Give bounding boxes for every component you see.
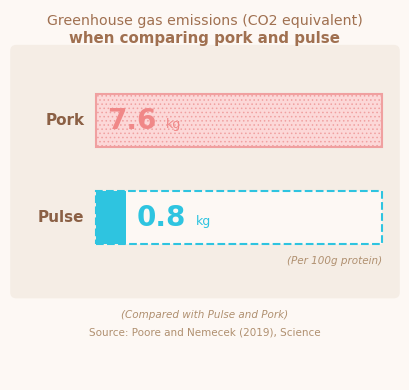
Text: kg: kg: [195, 215, 210, 228]
Bar: [95, 191, 381, 244]
Text: Pulse: Pulse: [38, 210, 84, 225]
Text: Greenhouse gas emissions (CO2 equivalent): Greenhouse gas emissions (CO2 equivalent…: [47, 14, 362, 28]
Text: 0.8: 0.8: [137, 204, 186, 232]
Text: Source: Poore and Nemecek (2019), Science: Source: Poore and Nemecek (2019), Scienc…: [89, 328, 320, 338]
Text: when comparing pork and pulse: when comparing pork and pulse: [70, 31, 339, 46]
Text: kg: kg: [165, 118, 180, 131]
Text: Pork: Pork: [45, 113, 84, 128]
Bar: [95, 191, 126, 244]
Text: (Compared with Pulse and Pork): (Compared with Pulse and Pork): [121, 310, 288, 320]
Bar: [95, 94, 381, 147]
Text: (Per 100g protein): (Per 100g protein): [286, 256, 381, 266]
Text: 7.6: 7.6: [107, 107, 156, 135]
